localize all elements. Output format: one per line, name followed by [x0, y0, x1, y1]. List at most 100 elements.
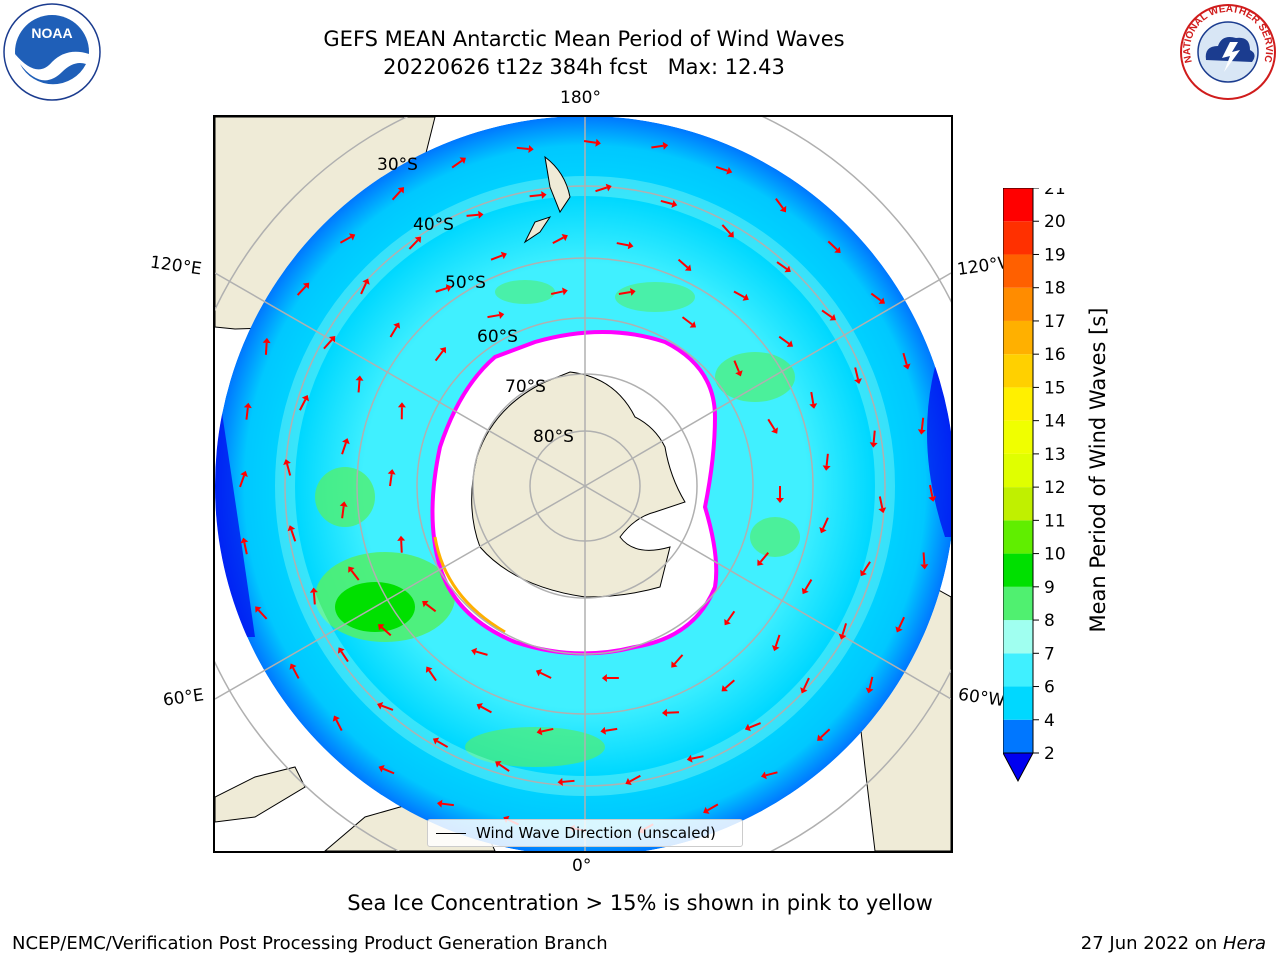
wind-wave-arrow	[381, 704, 394, 711]
wind-wave-arrow	[245, 407, 249, 420]
map-legend: Wind Wave Direction (unscaled)	[427, 819, 743, 847]
wind-wave-arrow	[425, 603, 437, 613]
wind-wave-arrow-head	[684, 264, 692, 271]
colorbar-band	[1003, 354, 1033, 388]
wind-wave-arrow	[733, 290, 745, 299]
wind-wave-arrow-head	[439, 347, 447, 354]
wind-wave-arrow	[715, 165, 728, 172]
wind-wave-arrow	[408, 239, 419, 250]
wind-wave-arrow-head	[414, 236, 422, 244]
wind-wave-arrow-head	[801, 587, 809, 595]
wind-wave-arrow	[920, 417, 925, 430]
wind-wave-arrow	[822, 517, 829, 530]
wind-wave-arrow-head	[397, 402, 406, 408]
credit-text: NCEP/EMC/Verification Post Processing Pr…	[12, 933, 608, 954]
colorbar-band	[1003, 620, 1033, 654]
madagascar-land	[215, 766, 306, 823]
wind-wave-arrow	[765, 771, 778, 777]
wind-wave-arrow-head	[478, 210, 484, 219]
wind-wave-arrow-head	[601, 674, 607, 683]
wind-wave-arrow	[902, 352, 908, 365]
wind-wave-arrow-head	[561, 234, 568, 242]
wind-wave-arrow-head	[878, 297, 886, 304]
wind-wave-arrow-head	[471, 647, 478, 656]
wind-wave-arrow	[428, 670, 437, 682]
wind-wave-arrow	[868, 676, 874, 689]
wind-wave-arrow-head	[860, 569, 867, 577]
wind-wave-arrow	[480, 705, 492, 714]
wind-wave-arrow-head	[378, 764, 385, 773]
wind-wave-arrow-head	[627, 241, 634, 250]
wind-wave-arrow-head	[557, 777, 563, 786]
wind-wave-arrow-head	[397, 187, 405, 194]
wind-wave-arrow-head	[535, 669, 543, 677]
wind-wave-arrow-head	[786, 340, 794, 347]
wind-wave-arrow-head	[339, 501, 348, 507]
wind-wave-arrow-head	[337, 647, 345, 654]
wind-wave-arrow-head	[287, 525, 296, 532]
wind-wave-arrow-head	[661, 708, 668, 717]
chart-subtitle: 20220626 t12z 384h fcst Max: 12.43	[383, 55, 785, 79]
colorbar-tick-label: 11	[1044, 511, 1066, 531]
wind-wave-arrow	[821, 309, 833, 319]
wind-wave-arrow-head	[834, 246, 841, 254]
colorbar-band	[1003, 453, 1033, 488]
wind-wave-arrow-head	[865, 687, 874, 694]
wind-wave-arrow-head	[302, 282, 310, 290]
wind-wave-arrow	[340, 651, 349, 663]
wind-wave-arrow	[721, 224, 732, 235]
colorbar-band	[1003, 387, 1033, 421]
colorbar-tick-label: 13	[1044, 445, 1066, 465]
wind-wave-arrow-head	[721, 685, 728, 692]
wind-wave-arrow-head	[771, 427, 778, 434]
lat-label-60: 60°S	[477, 327, 518, 347]
colorbar-band	[1003, 553, 1033, 587]
wind-wave-arrow	[562, 779, 575, 783]
wind-wave-arrow-head	[829, 313, 836, 321]
wind-wave-arrow	[286, 463, 292, 476]
wind-wave-arrow	[434, 350, 444, 362]
wind-wave-arrow	[400, 540, 403, 553]
wind-wave-arrow	[292, 667, 300, 679]
sea-ice-note: Sea Ice Concentration > 15% is shown in …	[347, 891, 933, 915]
wind-wave-arrow-head	[498, 311, 505, 319]
wind-wave-arrow-head	[348, 233, 356, 241]
wind-wave-arrow-head	[348, 566, 355, 573]
lon-label-60e: 60°E	[161, 685, 206, 711]
wind-wave-arrow	[389, 473, 393, 487]
wind-wave-arrow-head	[289, 663, 297, 670]
colorbar-tick-label: 21	[1044, 188, 1066, 199]
colorbar-band	[1003, 287, 1033, 321]
wind-wave-arrow-head	[760, 771, 767, 780]
wind-wave-arrow-head	[528, 144, 534, 153]
wind-wave-arrow-head	[600, 726, 606, 735]
colorbar-tick-label: 8	[1044, 611, 1055, 631]
wind-wave-arrow	[775, 198, 784, 209]
graticule	[215, 117, 951, 851]
wind-wave-arrow	[749, 722, 761, 729]
wind-wave-arrow-head	[255, 606, 262, 613]
wind-wave-arrow	[541, 727, 554, 733]
wind-wave-arrow-head	[377, 701, 384, 710]
wind-wave-arrow	[660, 199, 673, 205]
wind-wave-arrow	[733, 360, 740, 373]
wind-wave-arrow	[618, 290, 631, 295]
wind-wave-arrow-head	[771, 645, 780, 652]
wind-wave-arrow-head	[605, 183, 612, 192]
colorbar-band	[1003, 719, 1033, 753]
wind-wave-arrow	[666, 711, 680, 714]
wind-wave-arrow-head	[689, 321, 697, 328]
colorbar-tick-label: 10	[1044, 545, 1066, 565]
wind-wave-arrow-head	[742, 293, 749, 301]
wind-wave-arrow-head	[671, 200, 678, 208]
colorbar-tick-label: 2	[1044, 744, 1055, 764]
colorbar-extend	[1003, 752, 1034, 783]
wind-wave-arrow	[854, 367, 859, 380]
wind-wave-arrow-head	[625, 777, 632, 785]
wind-wave-arrow	[341, 506, 345, 519]
wind-wave-arrow-head	[776, 498, 784, 503]
wind-wave-arrow	[341, 442, 347, 455]
wind-wave-arrow-head	[393, 322, 401, 329]
wind-wave-arrow	[335, 719, 343, 732]
colorbar-tick-label: 9	[1044, 578, 1055, 598]
